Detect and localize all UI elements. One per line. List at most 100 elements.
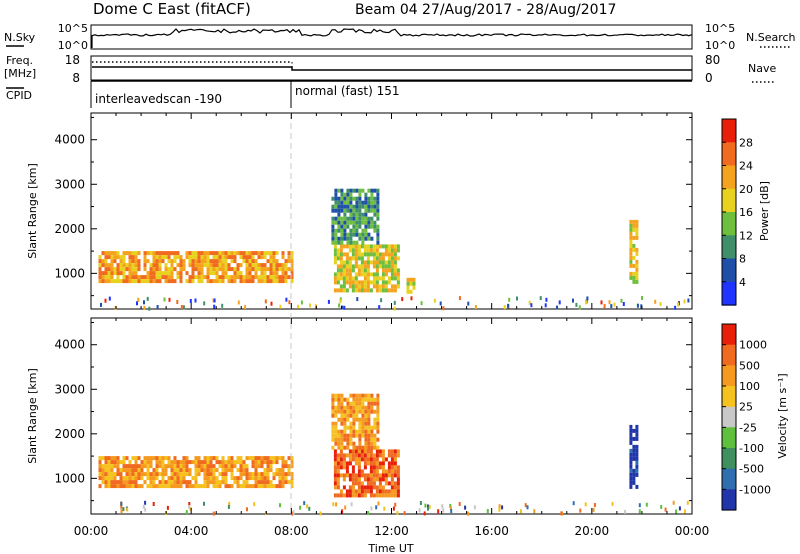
range-cell	[367, 196, 371, 201]
range-cell	[110, 480, 114, 485]
range-cell	[343, 224, 347, 229]
range-cell	[349, 208, 353, 213]
range-cell	[300, 300, 303, 305]
range-cell	[164, 472, 168, 477]
range-cell	[336, 493, 340, 498]
range-cell	[348, 461, 352, 466]
range-cell	[366, 457, 370, 462]
range-cell	[357, 465, 361, 470]
range-cell	[349, 425, 353, 430]
range-cell	[128, 259, 132, 264]
range-cell	[339, 465, 343, 470]
range-cell	[337, 429, 341, 434]
range-cell	[361, 212, 365, 217]
range-cell	[331, 216, 335, 221]
range-cell	[167, 279, 171, 284]
range-cell	[342, 272, 346, 277]
range-cell	[197, 267, 201, 272]
range-cell	[152, 279, 156, 284]
range-cell	[363, 493, 367, 498]
range-cell	[333, 276, 337, 281]
range-cell	[284, 271, 288, 276]
range-cell	[363, 284, 367, 289]
range-cell	[227, 263, 231, 268]
range-cell	[333, 449, 337, 454]
range-cell	[528, 300, 531, 305]
range-cell	[340, 421, 344, 426]
range-cell	[340, 437, 344, 442]
range-cell	[375, 280, 379, 285]
range-cell	[245, 271, 249, 276]
range-cell	[331, 224, 335, 229]
range-cell	[629, 271, 633, 276]
range-cell	[266, 472, 270, 477]
range-cell	[351, 284, 355, 289]
range-cell	[122, 267, 126, 272]
range-cell	[351, 268, 355, 273]
range-cell	[98, 468, 102, 473]
range-cell	[278, 263, 282, 268]
range-cell	[346, 401, 350, 406]
range-cell	[375, 256, 379, 261]
range-cell	[290, 251, 294, 256]
range-cell	[381, 453, 385, 458]
range-cell	[128, 267, 132, 272]
range-cell	[339, 288, 343, 293]
range-cell	[179, 464, 183, 469]
range-cell	[128, 476, 132, 481]
range-cell	[376, 421, 380, 426]
range-cell	[632, 263, 636, 268]
colorbar-swatch	[722, 365, 736, 387]
range-cell	[263, 255, 267, 260]
range-cell	[209, 259, 213, 264]
range-cell	[629, 460, 633, 465]
range-cell	[349, 204, 353, 209]
range-cell	[390, 485, 394, 490]
range-cell	[194, 275, 198, 280]
range-cell	[221, 480, 225, 485]
range-cell	[629, 448, 633, 453]
range-cell	[635, 484, 639, 489]
range-cell	[418, 508, 421, 513]
range-cell	[122, 468, 126, 473]
range-cell	[110, 255, 114, 260]
range-cell	[364, 216, 368, 221]
range-cell	[354, 248, 358, 253]
range-cell	[260, 476, 264, 481]
range-cell	[654, 299, 657, 304]
range-cell	[458, 296, 461, 301]
range-cell	[215, 476, 219, 481]
range-cell	[224, 259, 228, 264]
range-cell	[331, 405, 335, 410]
range-cell	[381, 280, 385, 285]
range-cell	[263, 468, 267, 473]
range-cell	[266, 267, 270, 272]
range-cell	[358, 429, 362, 434]
range-cell	[334, 413, 338, 418]
range-cell	[263, 472, 267, 477]
range-cell	[224, 263, 228, 268]
range-cell	[349, 429, 353, 434]
range-cell	[346, 192, 350, 197]
range-cell	[396, 485, 400, 490]
range-cell	[287, 472, 291, 477]
range-cell	[203, 480, 207, 485]
range-cell	[284, 480, 288, 485]
range-cell	[373, 228, 377, 233]
colorbar-swatch	[722, 344, 736, 366]
range-cell	[396, 256, 400, 261]
range-cell	[107, 460, 111, 465]
range-cell	[269, 251, 273, 256]
range-cell	[363, 264, 367, 269]
range-cell	[406, 277, 410, 282]
range-cell	[119, 460, 123, 465]
velocity-ylabel: Slant Range [km]	[26, 368, 39, 464]
range-cell	[218, 267, 222, 272]
range-cell	[355, 212, 359, 217]
colorbar-tick-label: -1000	[739, 483, 771, 496]
range-cell	[349, 216, 353, 221]
range-cell	[363, 477, 367, 482]
range-cell	[131, 480, 135, 485]
range-cell	[376, 413, 380, 418]
range-cell	[227, 460, 231, 465]
